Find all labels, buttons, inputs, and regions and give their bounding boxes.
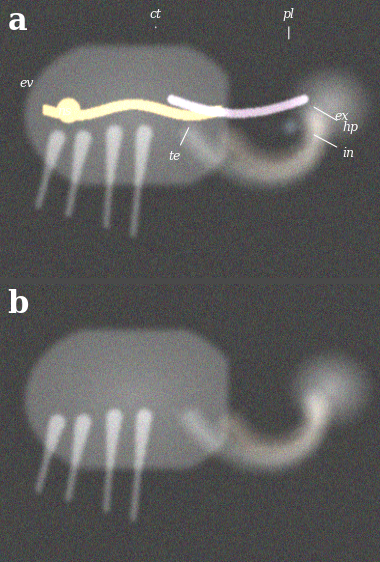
Text: te: te (169, 128, 189, 163)
Text: ns: ns (57, 105, 72, 118)
Text: pl: pl (283, 8, 295, 39)
Text: a: a (8, 6, 27, 37)
Text: ex: ex (335, 110, 349, 123)
Text: in: in (314, 135, 354, 160)
Text: ct: ct (150, 8, 162, 28)
Text: hp: hp (314, 107, 358, 134)
Text: ev: ev (19, 77, 34, 90)
Text: b: b (8, 289, 29, 320)
